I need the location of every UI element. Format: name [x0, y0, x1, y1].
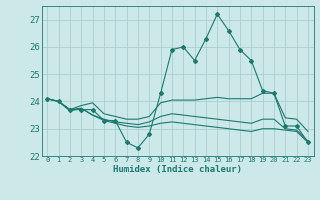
X-axis label: Humidex (Indice chaleur): Humidex (Indice chaleur)	[113, 165, 242, 174]
